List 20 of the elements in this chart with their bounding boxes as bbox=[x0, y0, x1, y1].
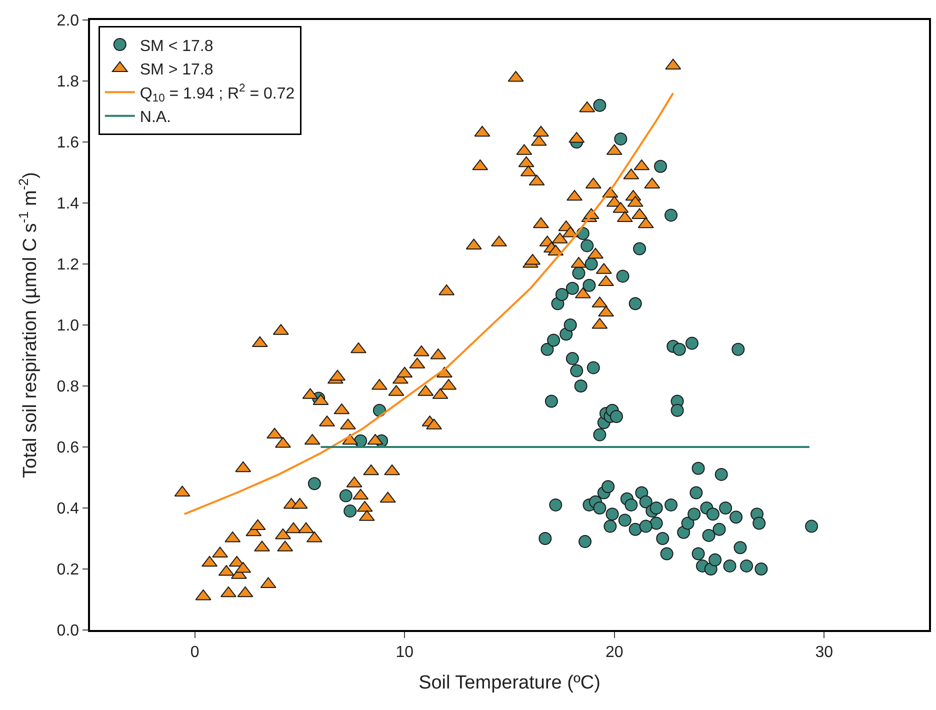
y-tick-label: 1.6 bbox=[56, 134, 80, 152]
legend-label: SM < 17.8 bbox=[140, 38, 214, 55]
x-tick-label: 20 bbox=[605, 644, 624, 661]
y-tick-label: 0.8 bbox=[56, 378, 80, 396]
y-tick-label: 1.8 bbox=[56, 74, 80, 91]
legend-label: N.A. bbox=[140, 109, 172, 126]
y-tick-label: 1.0 bbox=[56, 318, 80, 335]
y-tick-label: 1.4 bbox=[56, 196, 80, 213]
y-tick-label: 1.2 bbox=[56, 256, 80, 274]
y-tick-label: 0.4 bbox=[56, 500, 80, 518]
x-tick-label: 30 bbox=[815, 644, 834, 661]
x-axis-title: Soil Temperature (ºC) bbox=[418, 672, 600, 694]
x-tick-label: 10 bbox=[396, 644, 414, 661]
y-tick-label: 0.2 bbox=[56, 562, 80, 579]
y-tick-label: 0.6 bbox=[56, 440, 80, 457]
legend-label: Q$_{10}$ = 1.94 ; R$^{2}$ = 0.72 bbox=[140, 82, 295, 105]
legend-label: SM > 17.8 bbox=[140, 62, 214, 79]
y-tick-label: 2.0 bbox=[56, 12, 80, 30]
y-tick-label: 0.0 bbox=[56, 622, 80, 640]
x-tick-label: 0 bbox=[190, 644, 200, 661]
